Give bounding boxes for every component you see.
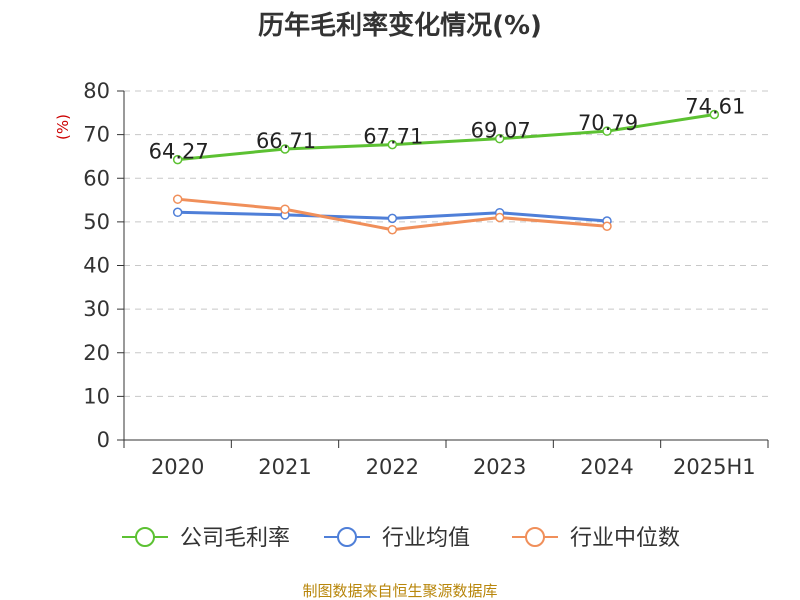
x-tick-label-2024: 2024 [580,455,633,479]
data-label-2021: 66.71 [256,129,316,153]
data-labels: 64.27 66.71 67.71 69.07 70.79 74.61 [149,95,746,164]
data-point-2-2020 [172,194,183,204]
series-2 [172,194,612,235]
data-point-2-2023 [494,212,505,223]
y-tick-label-80: 80 [83,79,110,103]
data-point-0-2021 [280,144,290,154]
data-label-2020: 64.27 [149,140,209,164]
chart-title: 历年毛利率变化情况(%) [258,10,542,41]
data-label-2025H1: 74.61 [685,95,745,119]
axes: 0 10 20 30 40 50 60 70 80 2020 2021 2022 2023 2024 202… [83,79,769,479]
y-axis-label: (%) [54,114,72,140]
data-point-0-2025H1 [709,109,720,120]
data-point-0-2020 [172,154,183,165]
legend-marker-1 [337,527,357,547]
legend-label-0: 公司毛利率 [180,526,290,551]
data-point-1-2020 [172,207,183,218]
x-tick-label-2023: 2023 [473,455,526,479]
data-label-2022: 67.71 [363,125,423,149]
series-1 [172,207,612,226]
legend-item-1: 行业均值 [324,526,470,551]
y-tick-label-0: 0 [97,428,110,452]
data-point-2-2022 [387,224,398,235]
data-label-2023: 69.07 [471,119,531,143]
data-point-2-2024 [602,221,612,231]
x-tick-label-2022: 2022 [366,455,419,479]
legend: 公司毛利率 行业均值 行业中位数 [122,526,680,551]
data-point-0-2024 [602,126,612,136]
y-tick-label-50: 50 [83,210,110,234]
y-tick-label-60: 60 [83,166,110,190]
legend-marker-0 [135,527,155,547]
data-point-0-2023 [494,133,505,144]
data-point-1-2022 [387,213,398,224]
data-series [172,109,720,235]
data-point-0-2022 [387,139,398,150]
legend-item-2: 行业中位数 [512,526,680,551]
legend-marker-2 [525,527,545,547]
x-tick-label-2021: 2021 [258,455,311,479]
y-tick-label-40: 40 [83,254,110,278]
series-0 [172,109,720,165]
series-line-0 [177,113,715,162]
legend-label-2: 行业中位数 [570,526,680,551]
x-tick-label-2025H1: 2025H1 [673,455,756,479]
legend-label-1: 行业均值 [382,526,470,551]
grid-lines [124,90,768,397]
y-tick-label-20: 20 [83,341,110,365]
y-tick-label-30: 30 [83,297,110,321]
y-tick-label-70: 70 [83,123,110,147]
data-point-2-2021 [280,204,290,214]
x-tick-label-2020: 2020 [151,455,204,479]
y-tick-label-10: 10 [83,384,110,408]
legend-item-0: 公司毛利率 [122,526,290,551]
data-label-2024: 70.79 [578,111,638,135]
source-note: 制图数据来自恒生聚源数据库 [302,582,497,600]
